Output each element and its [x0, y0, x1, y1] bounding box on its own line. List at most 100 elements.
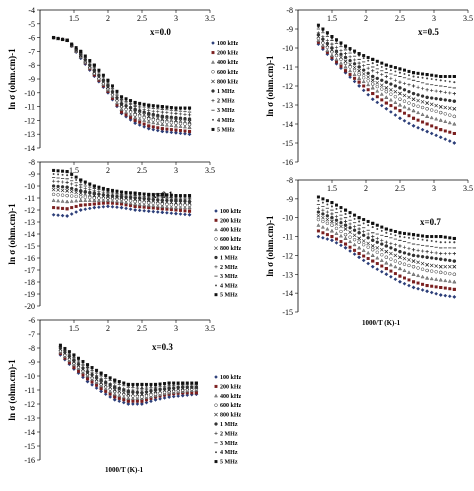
data-point: [108, 376, 112, 380]
data-point: [142, 102, 146, 106]
x-tick-label: 2: [364, 184, 368, 193]
data-point: [113, 384, 117, 388]
data-point: [452, 236, 456, 240]
data-point: [174, 203, 178, 207]
data-point: [452, 131, 456, 135]
data-point: [448, 236, 452, 240]
data-point: [411, 272, 416, 276]
data-point: [70, 206, 74, 210]
data-point: [138, 120, 142, 124]
data-point: [421, 238, 424, 241]
data-point: [185, 393, 190, 398]
data-point: [174, 208, 178, 212]
data-point: [316, 210, 321, 214]
data-point: [316, 38, 321, 42]
data-point: [389, 87, 393, 92]
data-point: [60, 193, 65, 197]
data-point: [133, 118, 137, 122]
data-point: [362, 218, 366, 222]
y-tick-label: -17: [24, 266, 35, 275]
data-point: [348, 47, 352, 51]
data-point: [426, 77, 429, 80]
data-point: [179, 129, 182, 132]
data-point: [94, 373, 99, 378]
data-point: [78, 195, 83, 199]
data-point: [61, 37, 65, 41]
data-point: [124, 113, 128, 117]
data-point: [361, 72, 366, 76]
data-point: [448, 91, 452, 95]
y-tick-label: -15: [24, 242, 35, 251]
data-point: [146, 119, 151, 124]
data-point: [371, 92, 375, 95]
data-point: [420, 86, 425, 91]
data-point: [420, 105, 425, 110]
data-point: [142, 115, 146, 120]
legend-marker: [214, 393, 218, 398]
data-point: [95, 368, 99, 372]
data-point: [340, 210, 342, 213]
data-point: [88, 202, 92, 206]
data-point: [122, 398, 126, 402]
legend-entry: 200 kHz: [217, 51, 239, 57]
data-point: [398, 231, 402, 235]
panel-title: x=0.0: [150, 27, 171, 37]
y-axis-label: ln σ (ohm.cm)-1: [7, 359, 17, 421]
legend-entry: 600 kHz: [220, 237, 242, 243]
data-point: [447, 294, 452, 299]
data-point: [316, 214, 321, 218]
legend: 100 kHz 200 kHz 400 kHz 600 kHz 800 kHz 1 MHz…: [211, 41, 239, 133]
data-point: [434, 264, 438, 268]
data-point: [112, 388, 117, 392]
data-point: [124, 203, 128, 207]
data-point: [443, 251, 447, 256]
legend-marker: [212, 118, 214, 121]
data-point: [115, 205, 119, 210]
data-point: [375, 255, 380, 260]
data-point: [393, 66, 397, 70]
data-point: [74, 198, 79, 203]
data-point: [438, 293, 443, 297]
data-point: [352, 69, 357, 73]
data-point: [434, 285, 438, 289]
data-point: [353, 49, 357, 53]
data-point: [151, 109, 155, 113]
data-point: [149, 393, 153, 397]
series-4: [316, 214, 457, 269]
data-point: [181, 381, 185, 385]
y-tick-label: -11: [25, 194, 35, 203]
data-point: [429, 96, 434, 100]
data-point: [411, 97, 416, 102]
data-point: [52, 179, 56, 183]
data-point: [136, 385, 139, 388]
data-point: [339, 57, 343, 62]
data-point: [447, 264, 452, 269]
data-point: [180, 393, 185, 398]
legend-marker: [211, 79, 215, 84]
data-point: [352, 72, 357, 77]
legend-entry: 5 MHz: [220, 293, 238, 299]
data-point: [357, 83, 361, 88]
data-point: [165, 117, 169, 122]
data-point: [352, 252, 357, 256]
data-point: [79, 181, 82, 184]
data-point: [164, 204, 169, 209]
data-point: [153, 397, 158, 402]
data-point: [384, 106, 389, 111]
data-point: [65, 188, 69, 193]
data-point: [187, 209, 191, 213]
data-point: [183, 194, 187, 198]
legend-marker: [214, 209, 218, 213]
data-point: [362, 222, 365, 225]
data-point: [366, 92, 371, 97]
data-point: [70, 182, 74, 186]
y-tick-label: -15: [282, 308, 293, 317]
data-point: [183, 131, 187, 136]
data-point: [425, 114, 430, 118]
data-point: [403, 72, 406, 75]
data-point: [334, 57, 339, 61]
data-point: [169, 118, 174, 122]
data-point: [361, 76, 366, 80]
data-point: [119, 199, 124, 204]
data-point: [357, 227, 361, 231]
